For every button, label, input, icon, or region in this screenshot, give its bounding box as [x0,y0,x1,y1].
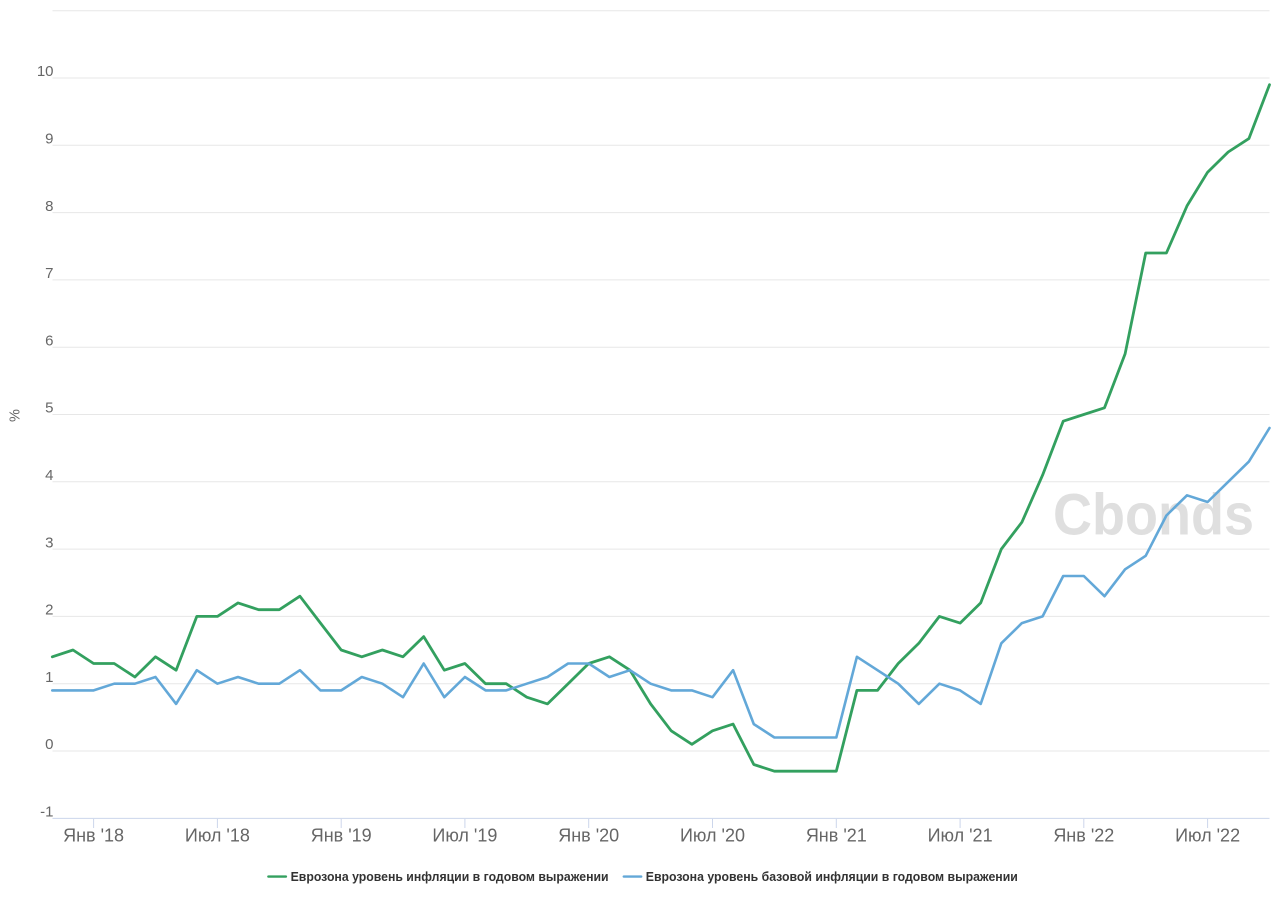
svg-text:Янв '18: Янв '18 [63,826,124,846]
svg-text:9: 9 [45,131,53,148]
svg-text:0: 0 [45,736,53,753]
svg-text:10: 10 [37,63,54,80]
svg-text:3: 3 [45,534,53,551]
svg-text:5: 5 [45,400,53,417]
svg-text:Июл '19: Июл '19 [432,826,497,846]
svg-text:Янв '20: Янв '20 [558,826,619,846]
svg-text:Июл '22: Июл '22 [1175,826,1240,846]
svg-text:Янв '21: Янв '21 [806,826,867,846]
svg-text:1: 1 [45,669,53,686]
svg-text:%: % [8,409,24,422]
svg-text:Еврозона уровень инфляции в го: Еврозона уровень инфляции в годовом выра… [291,869,609,884]
svg-text:4: 4 [45,467,53,484]
svg-text:-1: -1 [40,804,53,821]
svg-text:2: 2 [45,602,53,619]
svg-text:Июл '21: Июл '21 [928,826,993,846]
svg-text:7: 7 [45,265,53,282]
svg-text:Янв '22: Янв '22 [1053,826,1114,846]
svg-text:8: 8 [45,198,53,215]
svg-text:Июл '18: Июл '18 [185,826,250,846]
svg-text:Янв '19: Янв '19 [311,826,372,846]
svg-text:6: 6 [45,332,53,349]
svg-text:Cbonds: Cbonds [1053,483,1254,548]
svg-text:Июл '20: Июл '20 [680,826,745,846]
svg-text:Еврозона уровень базовой инфля: Еврозона уровень базовой инфляции в годо… [646,869,1018,884]
